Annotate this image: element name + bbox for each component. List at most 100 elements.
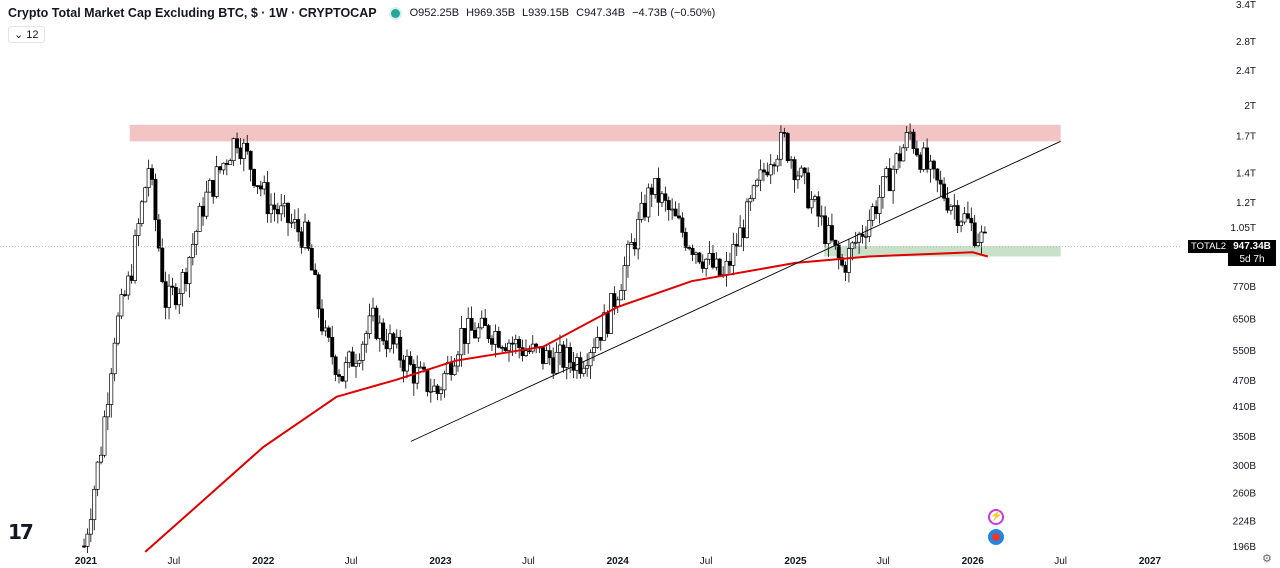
candle-body [816, 196, 821, 217]
candle-body [99, 454, 104, 463]
y-tick-label: 650B [1233, 314, 1257, 325]
x-tick-label: 2026 [962, 556, 985, 567]
chart-title[interactable]: Crypto Total Market Cap Excluding BTC, $… [8, 6, 377, 20]
y-tick-label: 196B [1233, 542, 1257, 553]
candle-body [931, 160, 936, 170]
candle-body [180, 272, 185, 294]
candle-body [690, 247, 695, 255]
candle-body [755, 179, 760, 187]
candle-body [945, 197, 950, 211]
candle-body [211, 180, 216, 197]
candle-body [258, 185, 263, 190]
candle-body [704, 258, 709, 269]
current-price-tag: 947.34B 5d 7h [1228, 240, 1276, 266]
candle-body [354, 362, 358, 367]
y-tick-label: 260B [1233, 488, 1257, 499]
candle-body [768, 164, 773, 176]
candle-body [207, 180, 212, 193]
candle-body [303, 221, 307, 248]
candle-body [82, 545, 87, 548]
candle-body [785, 133, 790, 162]
candle-body [275, 209, 280, 215]
candle-body [126, 275, 131, 296]
candle-body [714, 258, 719, 268]
y-tick-label: 224B [1233, 517, 1257, 528]
candle-body [360, 343, 365, 361]
candle-body [727, 260, 732, 266]
candle-body [422, 366, 426, 370]
candle-body [683, 232, 688, 248]
candle-body [707, 253, 712, 260]
candle-body [248, 150, 253, 170]
candle-body [744, 201, 749, 239]
candle-body [775, 158, 780, 167]
high-value: H969.35B [466, 7, 516, 19]
gear-icon[interactable]: ⚙ [1262, 553, 1272, 565]
candle-body [479, 317, 484, 329]
indicator-toggle-button[interactable]: ⌄ 12 [8, 26, 45, 43]
candle-body [561, 344, 566, 368]
candle-body [483, 317, 488, 326]
candle-body [782, 132, 787, 134]
candle-body [435, 385, 440, 394]
candle-body [255, 185, 260, 187]
candle-body [564, 347, 569, 368]
candle-body [826, 225, 831, 244]
candle-body [806, 172, 811, 209]
candle-body [163, 281, 168, 308]
candle-body [296, 219, 301, 233]
candle-body [289, 221, 294, 224]
resistance-zone [129, 124, 1061, 142]
candle-body [897, 153, 902, 162]
candle-body [85, 533, 90, 547]
candle-body [428, 390, 433, 393]
candle-body [272, 204, 277, 210]
y-tick-label: 1.7T [1236, 132, 1256, 143]
bolt-icon[interactable]: ⚡ [988, 509, 1004, 525]
candle-body [710, 253, 715, 268]
candle-body [605, 312, 610, 334]
candle-body [187, 257, 192, 285]
candle-body [337, 374, 341, 377]
candle-body [425, 368, 430, 392]
candle-body [204, 191, 209, 217]
candle-body [150, 168, 154, 180]
us-flag-icon[interactable] [988, 529, 1004, 545]
candle-body [245, 142, 250, 152]
candle-body [452, 365, 457, 375]
y-tick-label: 470B [1233, 376, 1257, 387]
y-tick-label: 2.8T [1236, 37, 1256, 48]
candle-body [439, 389, 443, 394]
candle-body [173, 287, 178, 306]
candle-body [795, 175, 800, 181]
candle-body [891, 168, 896, 192]
candle-body [748, 198, 753, 203]
candle-body [653, 178, 658, 195]
candle-body [252, 169, 256, 186]
change-value: −4.73B (−0.50%) [632, 7, 716, 19]
y-tick-label: 770B [1233, 282, 1257, 293]
candles-layer [82, 123, 987, 554]
tradingview-logo[interactable]: 17 [8, 520, 34, 544]
candle-body [809, 199, 814, 209]
candle-body [184, 272, 188, 285]
candle-body [394, 336, 399, 345]
candle-body [751, 185, 756, 199]
candle-body [863, 235, 868, 238]
y-axis: 3.4T 2.8T 2.4T 2T 1.7T 1.4T 1.2T 1.05T 770B 650B 5… [1230, 0, 1256, 553]
candle-body [942, 183, 947, 199]
candle-body [680, 217, 685, 233]
candle-body [388, 333, 392, 350]
candle-body [377, 322, 382, 339]
zones-layer [129, 124, 1061, 257]
candle-body [507, 342, 511, 351]
candle-body [357, 360, 362, 364]
x-axis: 2021 Jul 2022 Jul 2023 Jul 2024 Jul 2025 Jul 2026 J… [75, 556, 1162, 567]
candle-body [843, 264, 848, 273]
candle-body [976, 242, 981, 247]
y-tick-label: 2T [1244, 101, 1256, 112]
candle-body [292, 219, 297, 223]
candle-body [466, 317, 471, 344]
x-tick-label: 2022 [252, 556, 275, 567]
